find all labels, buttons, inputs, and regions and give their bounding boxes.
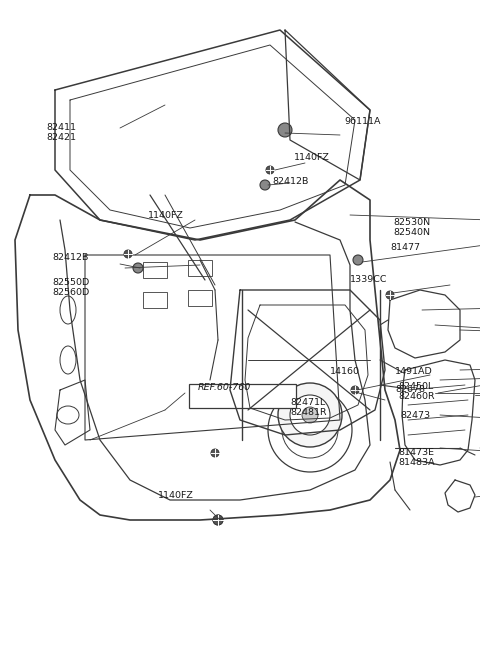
Text: 82678: 82678 xyxy=(395,386,425,394)
Circle shape xyxy=(278,383,342,447)
Text: 14160: 14160 xyxy=(330,367,360,377)
Text: 82450L
82460R: 82450L 82460R xyxy=(398,382,434,401)
Text: 81477: 81477 xyxy=(390,243,420,253)
Bar xyxy=(188,290,212,306)
Circle shape xyxy=(268,388,352,472)
Circle shape xyxy=(133,263,143,273)
Circle shape xyxy=(260,180,270,190)
Text: 82530N
82540N: 82530N 82540N xyxy=(393,218,430,237)
Bar xyxy=(143,292,167,308)
Circle shape xyxy=(211,449,219,457)
Text: 96111A: 96111A xyxy=(344,117,381,127)
Ellipse shape xyxy=(57,406,79,424)
Circle shape xyxy=(124,250,132,258)
Text: 82412B: 82412B xyxy=(272,178,308,186)
Text: 82471L
82481R: 82471L 82481R xyxy=(290,398,326,417)
Text: 1339CC: 1339CC xyxy=(350,276,387,285)
Circle shape xyxy=(351,386,359,394)
Ellipse shape xyxy=(60,346,76,374)
Text: 1140FZ: 1140FZ xyxy=(158,491,194,501)
Text: 1140FZ: 1140FZ xyxy=(294,154,330,163)
Text: 82412B: 82412B xyxy=(52,253,88,262)
Circle shape xyxy=(213,515,223,525)
Bar xyxy=(188,260,212,276)
Circle shape xyxy=(213,515,223,525)
FancyBboxPatch shape xyxy=(189,384,296,408)
Ellipse shape xyxy=(60,296,76,324)
Text: 82473: 82473 xyxy=(400,411,430,420)
Text: 1491AD: 1491AD xyxy=(395,367,433,377)
Text: 81473E
81483A: 81473E 81483A xyxy=(398,448,434,467)
Circle shape xyxy=(282,402,338,458)
Text: REF.60-760: REF.60-760 xyxy=(198,384,251,392)
Bar xyxy=(143,262,167,278)
Circle shape xyxy=(300,420,320,440)
Circle shape xyxy=(290,395,330,435)
Circle shape xyxy=(278,123,292,137)
Circle shape xyxy=(302,407,318,423)
Circle shape xyxy=(353,255,363,265)
Text: 1140FZ: 1140FZ xyxy=(148,211,184,220)
Text: 82550D
82560D: 82550D 82560D xyxy=(52,278,89,297)
Text: 82411
82421: 82411 82421 xyxy=(46,123,76,142)
Circle shape xyxy=(266,166,274,174)
Circle shape xyxy=(386,291,394,299)
